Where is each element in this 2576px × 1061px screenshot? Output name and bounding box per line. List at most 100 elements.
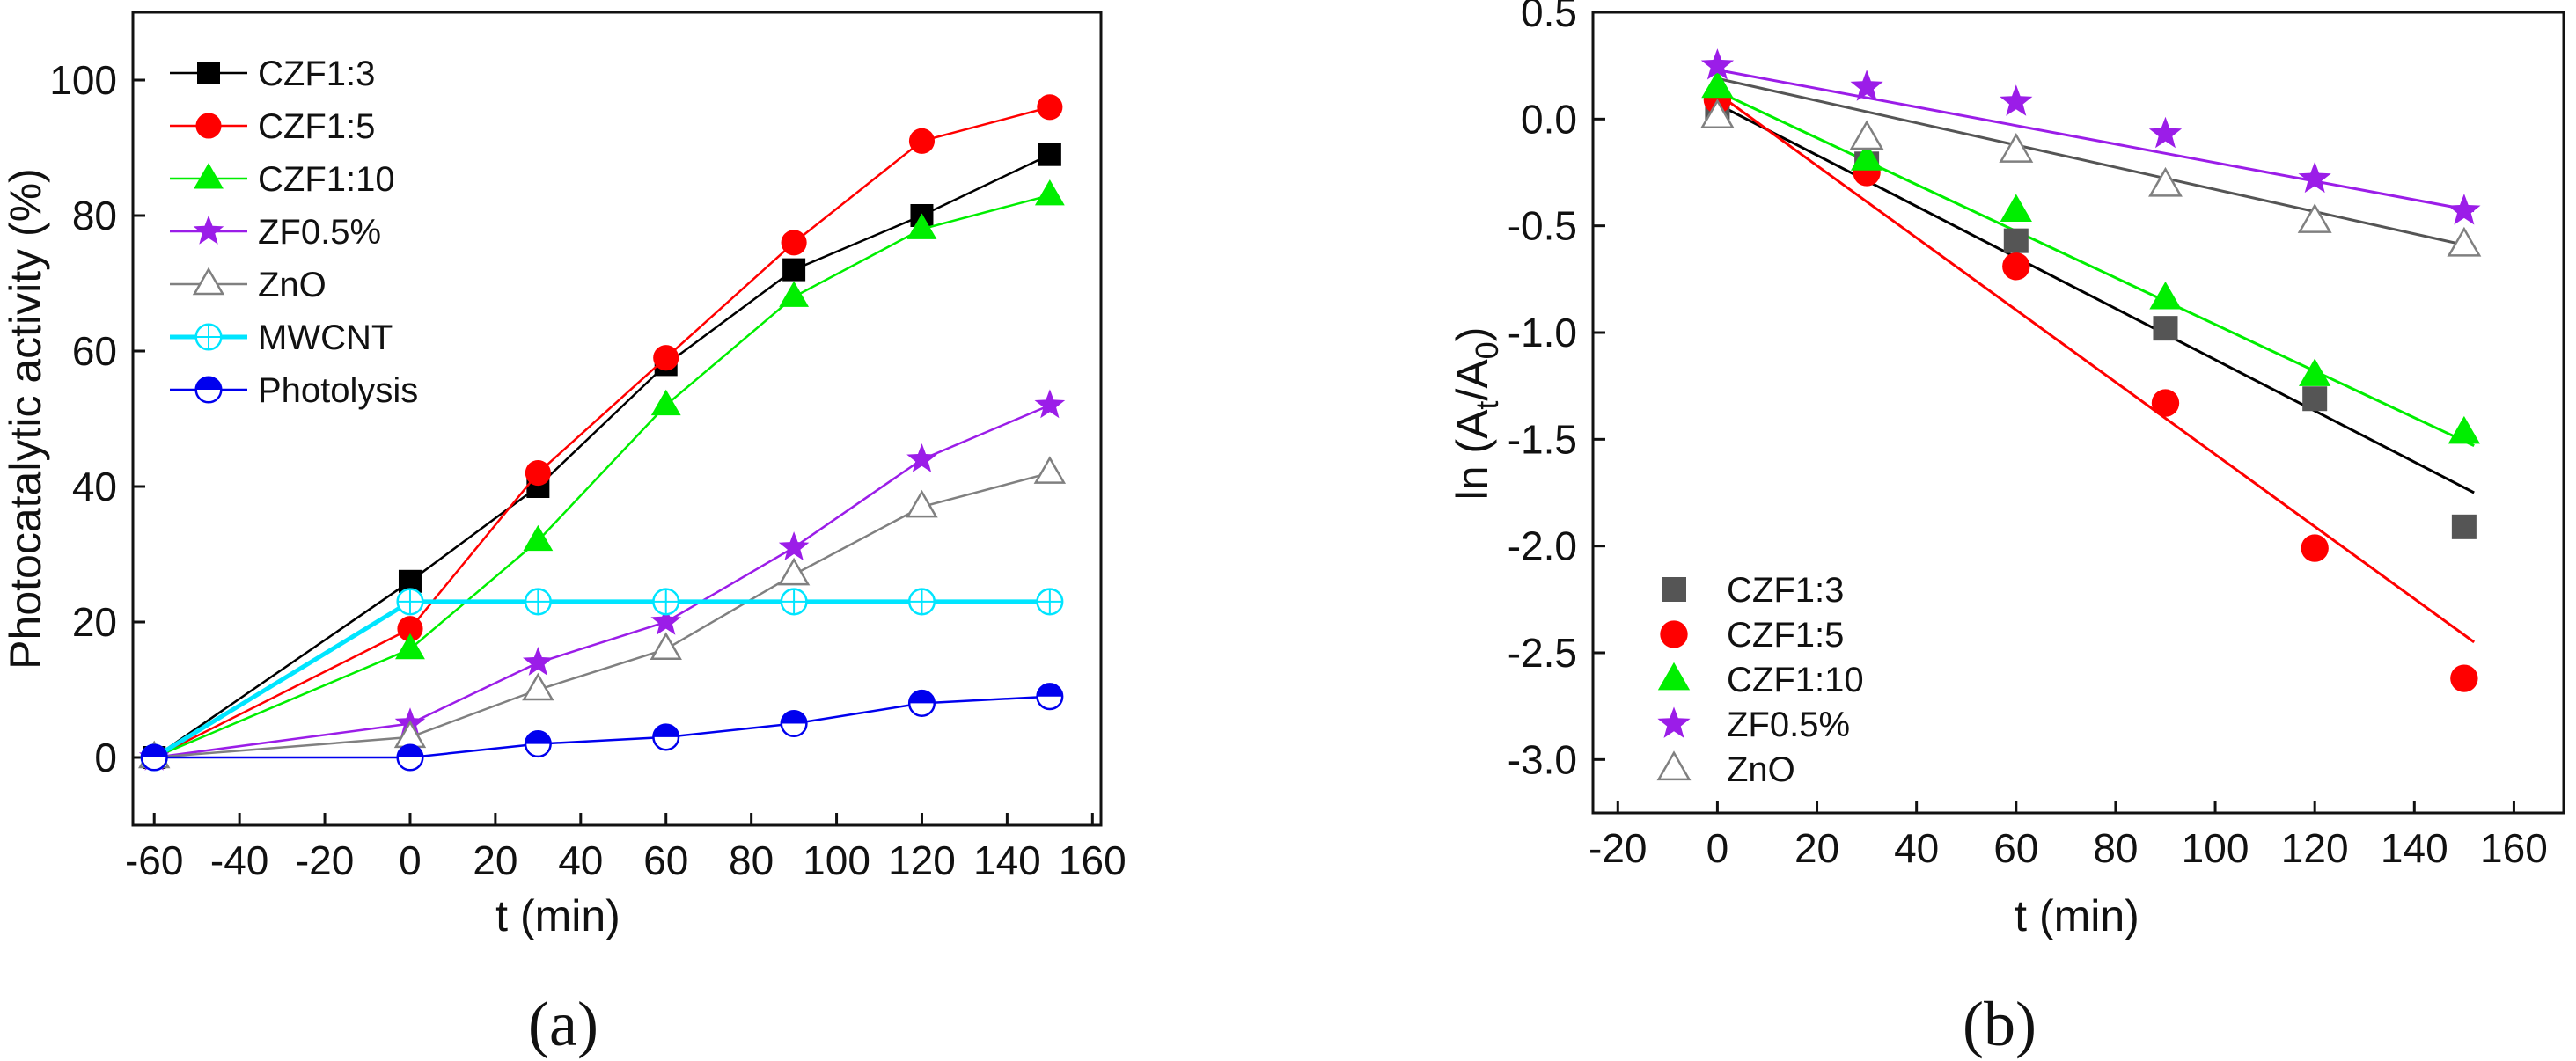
chart-a-legend-label: CZF1:5 bbox=[258, 107, 375, 146]
chart-b-point-zf0-5 bbox=[2000, 84, 2033, 116]
chart-a-point-czf1-3 bbox=[782, 258, 806, 282]
chart-b-y-label-suffix: ) bbox=[1448, 327, 1497, 342]
chart-b-point-czf1-5 bbox=[2301, 534, 2329, 562]
chart-b-fit-line-zf0-5 bbox=[1717, 69, 2475, 213]
chart-a-point-czf1-5 bbox=[1037, 94, 1063, 121]
chart-a-legend-label: CZF1:10 bbox=[258, 160, 395, 199]
chart-b-y-ticks: 0.5 0.0 -0.5 -1.0 -1.5 -2.0 -2.5 -3.0 bbox=[1508, 0, 1605, 782]
chart-a-point-zf0-5 bbox=[650, 605, 681, 635]
chart-a-point-photolysis bbox=[1036, 683, 1064, 711]
chart-a-legend-marker bbox=[194, 323, 223, 351]
chart-a-legend-item: ZF0.5% bbox=[170, 213, 381, 252]
chart-b-point-czf1-3 bbox=[2451, 514, 2477, 539]
chart-b-legend-label: ZnO bbox=[1727, 750, 1795, 789]
chart-a-point-czf1-10 bbox=[1034, 179, 1065, 206]
chart-a-point-photolysis bbox=[780, 709, 808, 738]
chart-a-point-czf1-5 bbox=[397, 616, 423, 642]
chart-b-legend-marker bbox=[1660, 620, 1688, 648]
chart-a-x-tick-label: 20 bbox=[473, 838, 517, 883]
chart-a-legend-label: ZnO bbox=[258, 266, 327, 304]
chart-b-x-tick-label: 160 bbox=[2480, 825, 2548, 871]
chart-b-point-zf0-5 bbox=[2298, 161, 2331, 194]
chart-b-point-zno bbox=[2297, 203, 2332, 233]
chart-b-fit-line-czf1-10 bbox=[1716, 90, 2475, 447]
chart-a-point-zno bbox=[1033, 456, 1067, 484]
chart-a-point-zno bbox=[777, 557, 811, 586]
chart-b-y-tick-label: -2.0 bbox=[1508, 523, 1577, 569]
chart-a-panel-label: (a) bbox=[528, 989, 598, 1059]
chart-a-x-tick-label: -40 bbox=[210, 838, 268, 883]
chart-a-legend-marker bbox=[193, 215, 224, 245]
chart-a-legend-label: MWCNT bbox=[258, 318, 393, 357]
chart-a-point-czf1-5 bbox=[781, 230, 807, 256]
chart-a-legend-item: CZF1:10 bbox=[170, 160, 395, 199]
chart-b-x-tick-label: 100 bbox=[2182, 825, 2249, 871]
chart-a-legend-label: ZF0.5% bbox=[258, 213, 381, 252]
chart-b-legend-label: CZF1:5 bbox=[1727, 616, 1844, 655]
chart-a-legend-marker bbox=[197, 62, 220, 84]
chart-b-y-label-sub2: 0 bbox=[1469, 341, 1505, 359]
chart-b-y-tick-label: -2.5 bbox=[1508, 630, 1577, 676]
chart-b-fit-line-czf1-5 bbox=[1716, 91, 2476, 644]
chart-a-y-tick-label: 40 bbox=[72, 464, 117, 509]
chart-a-legend-marker bbox=[194, 163, 224, 189]
chart-a-point-zno bbox=[650, 632, 682, 661]
chart-a-point-mwcnt bbox=[524, 588, 552, 616]
chart-a-line-mwcnt bbox=[152, 599, 1050, 760]
chart-a: -60 -40 -20 0 20 40 60 80 100 120 140 160 0 20 40 60 80… bbox=[1, 11, 1127, 1059]
chart-b-x-tick-label: 20 bbox=[1794, 825, 1839, 871]
chart-a-point-mwcnt bbox=[1036, 588, 1064, 616]
chart-a-point-photolysis bbox=[652, 723, 680, 751]
chart-b-point-czf1-3 bbox=[2003, 228, 2029, 253]
chart-b-point-czf1-3 bbox=[2302, 386, 2328, 412]
chart-a-point-czf1-10 bbox=[779, 281, 810, 307]
chart-a-point-czf1-10 bbox=[395, 633, 425, 660]
chart-a-point-czf1-10 bbox=[650, 389, 681, 416]
chart-a-point-czf1-5 bbox=[908, 128, 936, 154]
chart-b-y-label-sub1: t bbox=[1469, 401, 1505, 410]
chart-b-y-tick-label: -1.5 bbox=[1508, 416, 1577, 462]
chart-a-point-mwcnt bbox=[907, 588, 936, 616]
chart-b-x-tick-label: 140 bbox=[2381, 825, 2448, 871]
chart-b-point-zno bbox=[2148, 166, 2183, 197]
chart-b-y-tick-label: -0.5 bbox=[1508, 203, 1577, 249]
chart-a-point-czf1-5 bbox=[525, 460, 551, 487]
chart-a-point-czf1-5 bbox=[653, 345, 679, 371]
chart-a-point-photolysis bbox=[524, 730, 552, 758]
chart-a-point-photolysis bbox=[396, 743, 424, 772]
chart-b-x-tick-label: 120 bbox=[2281, 825, 2349, 871]
chart-a-point-zno bbox=[906, 489, 938, 518]
chart-a-x-tick-label: 60 bbox=[643, 838, 688, 883]
chart-a-legend-item: MWCNT bbox=[170, 318, 393, 357]
chart-a-legend-item: ZnO bbox=[170, 266, 327, 304]
chart-a-legend-item: CZF1:5 bbox=[170, 107, 375, 146]
chart-b-legend-item: CZF1:5 bbox=[1660, 616, 1844, 655]
chart-a-point-mwcnt bbox=[652, 588, 680, 616]
chart-a-point-czf1-10 bbox=[523, 524, 554, 552]
chart-b-point-czf1-5 bbox=[2450, 664, 2478, 692]
chart-b-y-tick-label: -1.0 bbox=[1508, 310, 1577, 355]
chart-b-point-czf1-10 bbox=[2000, 194, 2032, 223]
chart-a-x-tick-label: 160 bbox=[1059, 838, 1127, 883]
chart-a-x-tick-label: 100 bbox=[803, 838, 870, 883]
chart-b-point-zf0-5 bbox=[2148, 116, 2183, 149]
chart-b-x-ticks: -20 0 20 40 60 80 100 120 140 160 bbox=[1589, 801, 2548, 871]
chart-b-legend-item: ZF0.5% bbox=[1657, 706, 1850, 744]
chart-b-point-zf0-5 bbox=[2448, 194, 2481, 225]
chart-b-point-czf1-3 bbox=[2153, 316, 2178, 341]
chart-b-x-tick-label: 0 bbox=[1706, 825, 1729, 871]
chart-b-y-label-mid: /A bbox=[1448, 359, 1497, 401]
chart-b-x-axis-label: t (min) bbox=[2015, 891, 2139, 940]
chart-b-point-zno bbox=[2447, 226, 2482, 257]
chart-a-x-tick-label: 40 bbox=[558, 838, 603, 883]
chart-a-x-ticks: -60 -40 -20 0 20 40 60 80 100 120 140 160 bbox=[125, 813, 1127, 883]
chart-a-point-czf1-10 bbox=[906, 213, 937, 239]
chart-b-y-tick-label: 0.0 bbox=[1521, 96, 1577, 142]
chart-b-point-zno bbox=[1849, 120, 1884, 150]
chart-a-x-tick-label: 0 bbox=[399, 838, 422, 883]
chart-b-y-tick-label: -3.0 bbox=[1508, 736, 1577, 782]
chart-b-legend-item: CZF1:10 bbox=[1657, 661, 1864, 699]
chart-a-point-zf0-5 bbox=[523, 647, 554, 676]
chart-a-point-photolysis bbox=[140, 743, 168, 772]
